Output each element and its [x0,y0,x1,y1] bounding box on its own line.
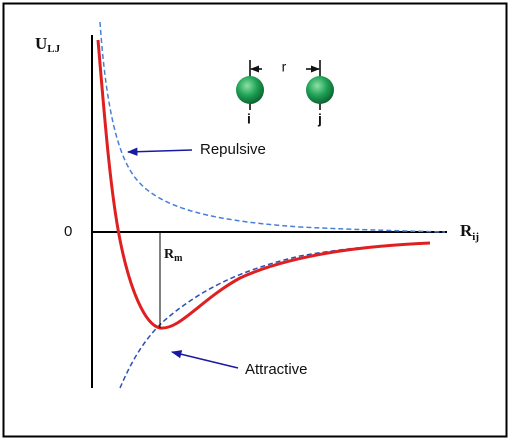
atom-i-label: i [247,111,251,127]
distance-label: r [282,59,287,75]
atom-j-label: j [317,111,322,127]
atom-i [236,76,264,104]
zero-label: 0 [64,223,72,240]
attractive-label: Attractive [245,361,308,378]
atom-j [306,76,334,104]
repulsive-label: Repulsive [200,141,266,158]
diagram: ULJ Rij 0 Rm r i j Repulsive Attractive [0,0,511,441]
page: ULJ Rij 0 Rm r i j Repulsive Attractive … [0,0,511,441]
